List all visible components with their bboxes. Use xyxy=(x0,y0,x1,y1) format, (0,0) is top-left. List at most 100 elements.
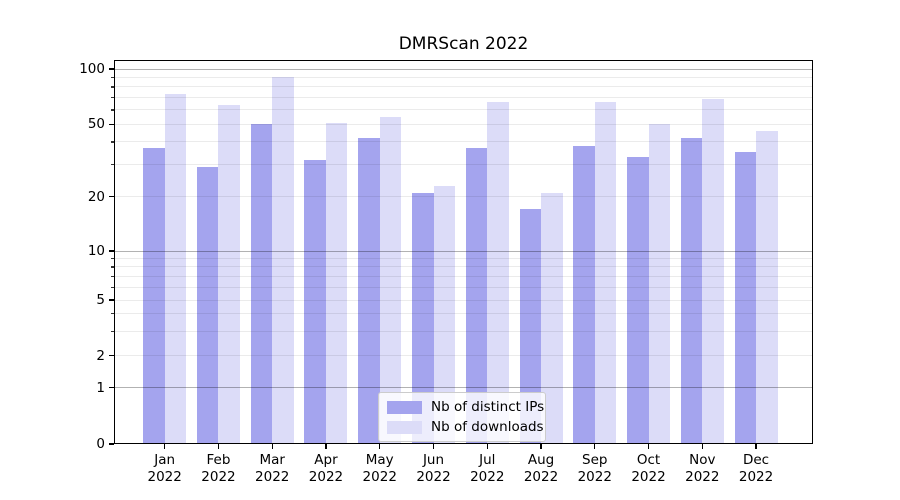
bar-distinct-ips xyxy=(680,138,703,444)
bar-distinct-ips xyxy=(196,167,219,444)
y-tick-label: 100 xyxy=(79,61,105,77)
x-tick-mark xyxy=(325,444,327,449)
bar-downloads xyxy=(325,122,348,444)
x-tick-label: Dec 2022 xyxy=(738,452,774,485)
bar-distinct-ips xyxy=(519,209,542,444)
gridline-minor xyxy=(114,86,813,88)
x-tick-label: Jun 2022 xyxy=(416,452,451,485)
bar-downloads xyxy=(541,192,563,444)
y-tick-mark xyxy=(109,68,114,70)
legend-item-downloads: Nb of downloads xyxy=(387,417,544,437)
gridline-minor xyxy=(114,164,813,166)
x-tick-mark xyxy=(486,444,488,449)
bar-downloads xyxy=(648,124,671,444)
y-tick-minor-mark xyxy=(111,164,114,166)
bar-downloads xyxy=(218,104,240,444)
bar-distinct-ips xyxy=(358,138,380,444)
top-spine xyxy=(114,60,813,62)
bar-distinct-ips xyxy=(250,124,273,444)
y-tick-label: 0 xyxy=(96,436,105,452)
x-tick-mark xyxy=(164,444,166,449)
bar-downloads xyxy=(379,116,402,444)
bar-distinct-ips xyxy=(734,152,757,444)
x-tick-label: Mar 2022 xyxy=(255,452,290,485)
gridline-minor xyxy=(114,286,813,288)
legend-item-distinct-ips: Nb of distinct IPs xyxy=(387,397,544,417)
x-tick-label: Feb 2022 xyxy=(201,452,236,485)
bar-downloads xyxy=(702,98,724,444)
y-tick-minor-mark xyxy=(111,76,114,79)
y-tick-mark xyxy=(109,299,114,301)
x-tick-label: Apr 2022 xyxy=(308,452,344,485)
y-tick-minor-mark xyxy=(111,330,114,332)
y-tick-mark xyxy=(109,387,114,389)
y-tick-label: 10 xyxy=(87,243,105,259)
x-tick-mark xyxy=(540,444,542,449)
gridline-major xyxy=(114,68,813,70)
x-tick-mark xyxy=(271,444,273,449)
x-tick-mark xyxy=(217,444,220,449)
gridline-minor xyxy=(114,109,813,111)
chart-title: DMRScan 2022 xyxy=(398,34,529,54)
gridline-minor xyxy=(114,76,813,78)
y-tick-minor-mark xyxy=(111,313,114,315)
x-tick-label: Aug 2022 xyxy=(523,452,559,485)
bar-downloads xyxy=(164,94,187,444)
bar-downloads xyxy=(433,185,455,444)
y-tick-label: 2 xyxy=(96,347,105,364)
y-tick-minor-mark xyxy=(111,275,114,277)
bottom-spine xyxy=(114,442,813,445)
x-tick-mark xyxy=(432,444,435,449)
bar-distinct-ips xyxy=(143,148,165,444)
bar-distinct-ips xyxy=(573,145,595,444)
legend-swatch-downloads xyxy=(387,420,422,434)
bar-distinct-ips xyxy=(465,148,488,444)
x-tick-label: May 2022 xyxy=(362,452,397,485)
gridline-minor xyxy=(114,257,813,259)
x-tick-label: Jan 2022 xyxy=(147,452,182,485)
y-tick-mark xyxy=(109,123,114,125)
bar-distinct-ips xyxy=(627,157,649,444)
x-tick-label: Oct 2022 xyxy=(631,452,666,485)
y-tick-label: 20 xyxy=(87,188,105,205)
y-tick-label: 5 xyxy=(96,292,105,308)
bar-downloads xyxy=(487,102,509,444)
gridline-minor xyxy=(114,275,813,277)
gridline-minor xyxy=(114,123,813,125)
x-tick-label: Sep 2022 xyxy=(577,452,612,485)
x-tick-mark xyxy=(594,444,596,449)
x-tick-label: Nov 2022 xyxy=(685,452,720,485)
gridline-minor xyxy=(114,141,813,143)
y-tick-minor-mark xyxy=(111,141,114,143)
y-tick-mark xyxy=(109,250,114,252)
bar-downloads xyxy=(272,77,294,444)
gridline-minor xyxy=(114,96,813,98)
legend-swatch-distinct-ips xyxy=(387,400,422,414)
y-tick-mark xyxy=(109,196,114,198)
right-spine xyxy=(811,60,813,444)
y-tick-minor-mark xyxy=(111,109,114,111)
y-tick-minor-mark xyxy=(111,86,114,88)
gridline-major xyxy=(114,250,813,252)
gridline-minor xyxy=(114,266,813,268)
gridline-minor xyxy=(114,299,813,301)
bar-downloads xyxy=(594,102,617,444)
y-tick-mark xyxy=(109,355,114,357)
y-tick-label: 50 xyxy=(87,116,105,133)
y-tick-minor-mark xyxy=(111,257,114,260)
gridline-minor xyxy=(114,330,813,332)
bar-distinct-ips xyxy=(412,192,434,444)
y-tick-minor-mark xyxy=(111,96,114,99)
y-tick-minor-mark xyxy=(111,266,114,268)
x-tick-mark xyxy=(379,444,381,449)
y-tick-label: 1 xyxy=(96,379,105,396)
gridline-minor xyxy=(114,313,813,315)
x-tick-mark xyxy=(755,444,757,449)
x-tick-mark xyxy=(647,444,650,449)
bar-downloads xyxy=(756,130,778,444)
gridline-minor xyxy=(114,196,813,198)
x-tick-mark xyxy=(701,444,703,449)
plot-area: 100 50 20 10 5 2 1 0 Jan 2022 Feb 2022 Mar 2022 Apr… xyxy=(79,60,813,485)
legend: Nb of distinct IPs Nb of downloads xyxy=(378,392,546,442)
